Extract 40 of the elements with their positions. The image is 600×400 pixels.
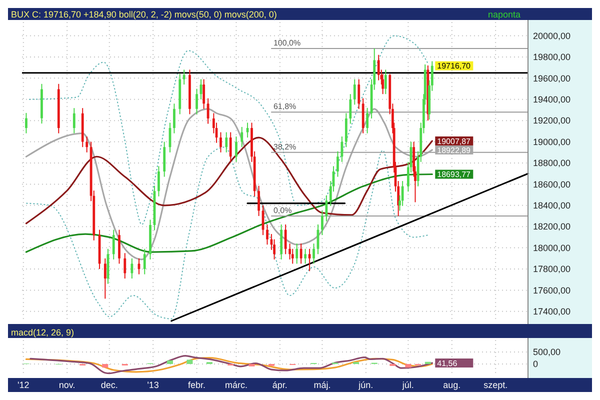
y-tick-label: 18200,00 xyxy=(533,222,571,232)
y-tick-label: 18800,00 xyxy=(533,158,571,168)
y-tick-label: 19000,00 xyxy=(533,136,571,147)
y-tick-label: 19400,00 xyxy=(533,94,571,105)
x-tick-label: nov. xyxy=(58,380,76,390)
chart-title: macd(12, 26, 9) xyxy=(11,328,74,338)
series-label: 0,0% xyxy=(273,206,292,215)
y-tick-label: 19600,00 xyxy=(533,73,571,84)
y-tick-label: 0 xyxy=(533,359,538,370)
annotation: 19716,70 xyxy=(437,62,472,71)
series-label: 100,0% xyxy=(273,38,301,48)
x-tick-label: '13 xyxy=(147,380,159,390)
x-tick-label: máj. xyxy=(314,380,331,390)
y-tick-label: 18000,00 xyxy=(533,242,571,253)
y-tick-label: 17400,00 xyxy=(533,306,571,317)
y-tick-label: 500,00 xyxy=(533,347,561,358)
y-tick-label: 19800,00 xyxy=(533,52,571,62)
data-label: 18693,77 xyxy=(437,170,472,180)
y-tick-label: 19200,00 xyxy=(533,116,571,126)
y-tick-label: 20000,00 xyxy=(533,30,571,41)
x-tick-label: aug. xyxy=(443,380,461,390)
chart-subtitle: naponta xyxy=(488,10,521,20)
chart-title: BUX C: 19716,70 +184,90 boll(20, 2, -2) movs(50, 0) movs(200, 0) xyxy=(11,10,277,20)
x-tick-label: márc. xyxy=(224,380,248,390)
series-label: 38,2% xyxy=(273,142,296,152)
data-label: 41,56 xyxy=(437,358,458,368)
data-label: 19007,87 xyxy=(437,136,472,146)
x-tick-label: '12 xyxy=(18,380,30,390)
x-tick-label: febr. xyxy=(188,380,206,390)
data-label: 18922,89 xyxy=(437,146,472,155)
x-tick-label: dec. xyxy=(100,380,118,390)
x-tick-label: júl. xyxy=(401,380,414,390)
y-tick-label: 18600,00 xyxy=(533,179,571,190)
series-label: 61,8% xyxy=(273,102,296,112)
y-tick-label: 18400,00 xyxy=(533,200,571,211)
y-tick-label: 17800,00 xyxy=(533,264,571,274)
x-tick-label: ápr. xyxy=(272,380,288,390)
y-tick-label: 17600,00 xyxy=(533,285,571,296)
x-tick-label: szept. xyxy=(484,380,508,390)
x-tick-label: jún. xyxy=(358,380,374,390)
